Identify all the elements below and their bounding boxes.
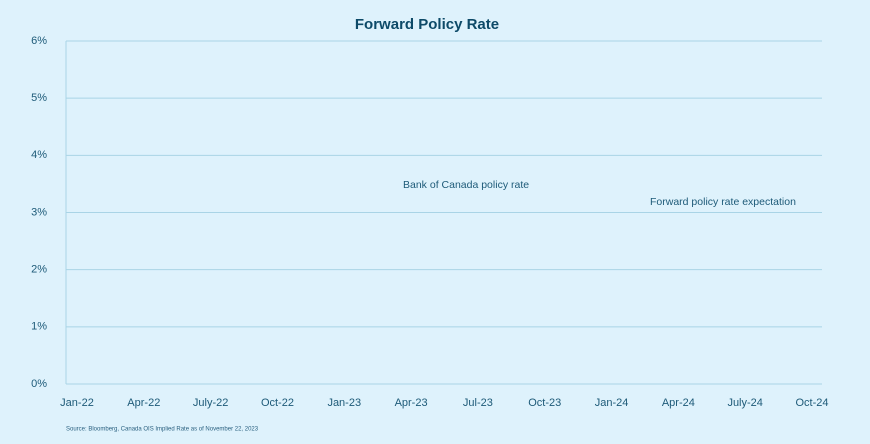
x-tick-label: Jan-22 — [60, 397, 94, 409]
x-tick-label: Oct-23 — [528, 397, 561, 409]
chart-title: Forward Policy Rate — [355, 16, 499, 33]
annotation: Forward policy rate expectation — [650, 196, 796, 208]
x-tick-label: Apr-23 — [395, 397, 428, 409]
x-tick-label: Oct-22 — [261, 397, 294, 409]
x-tick-label: July-22 — [193, 397, 228, 409]
x-tick-label: Jan-24 — [595, 397, 629, 409]
y-tick-label: 3% — [31, 206, 47, 218]
y-tick-label: 0% — [31, 378, 47, 390]
annotation: Bank of Canada policy rate — [403, 179, 529, 191]
x-tick-label: Jul-23 — [463, 397, 493, 409]
x-tick-label: Jan-23 — [327, 397, 361, 409]
y-tick-label: 4% — [31, 149, 47, 161]
y-tick-label: 1% — [31, 321, 47, 333]
x-tick-label: Oct-24 — [795, 397, 828, 409]
y-tick-label: 6% — [31, 35, 47, 47]
x-tick-label: Apr-24 — [662, 397, 695, 409]
x-tick-label: Apr-22 — [127, 397, 160, 409]
source-note: Source: Bloomberg, Canada OIS Implied Ra… — [66, 427, 259, 433]
x-tick-label: July-24 — [727, 397, 762, 409]
y-tick-label: 5% — [31, 92, 47, 104]
y-tick-label: 2% — [31, 264, 47, 276]
